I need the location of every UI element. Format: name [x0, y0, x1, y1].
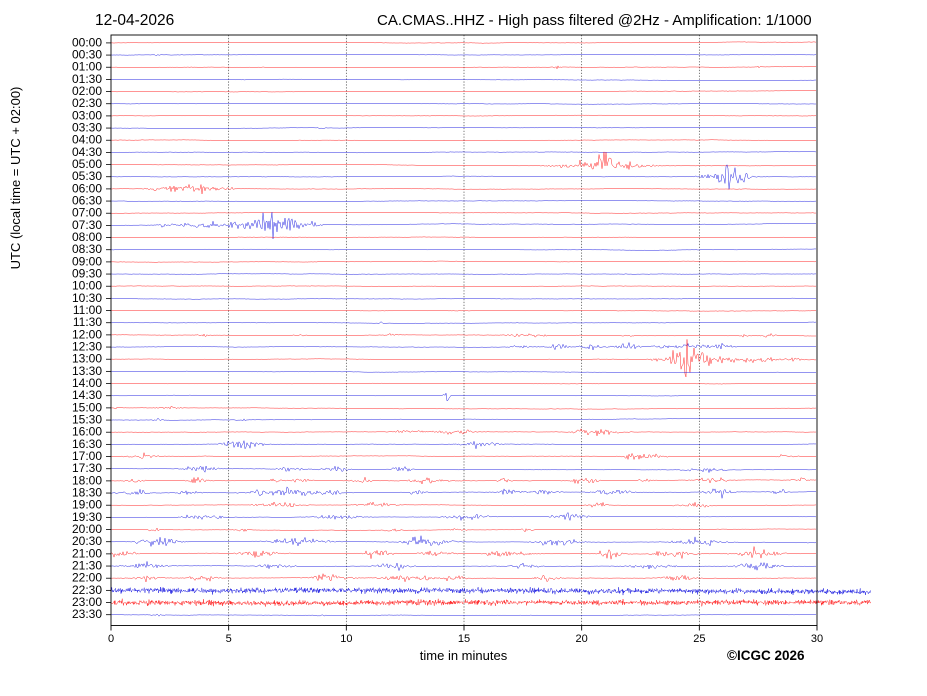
svg-text:23:30: 23:30 — [72, 607, 102, 621]
svg-text:10: 10 — [340, 633, 352, 645]
svg-text:30: 30 — [811, 633, 823, 645]
svg-text:20: 20 — [576, 633, 588, 645]
svg-text:25: 25 — [693, 633, 705, 645]
svg-text:0: 0 — [108, 633, 114, 645]
svg-text:5: 5 — [226, 633, 232, 645]
svg-text:15: 15 — [458, 633, 470, 645]
